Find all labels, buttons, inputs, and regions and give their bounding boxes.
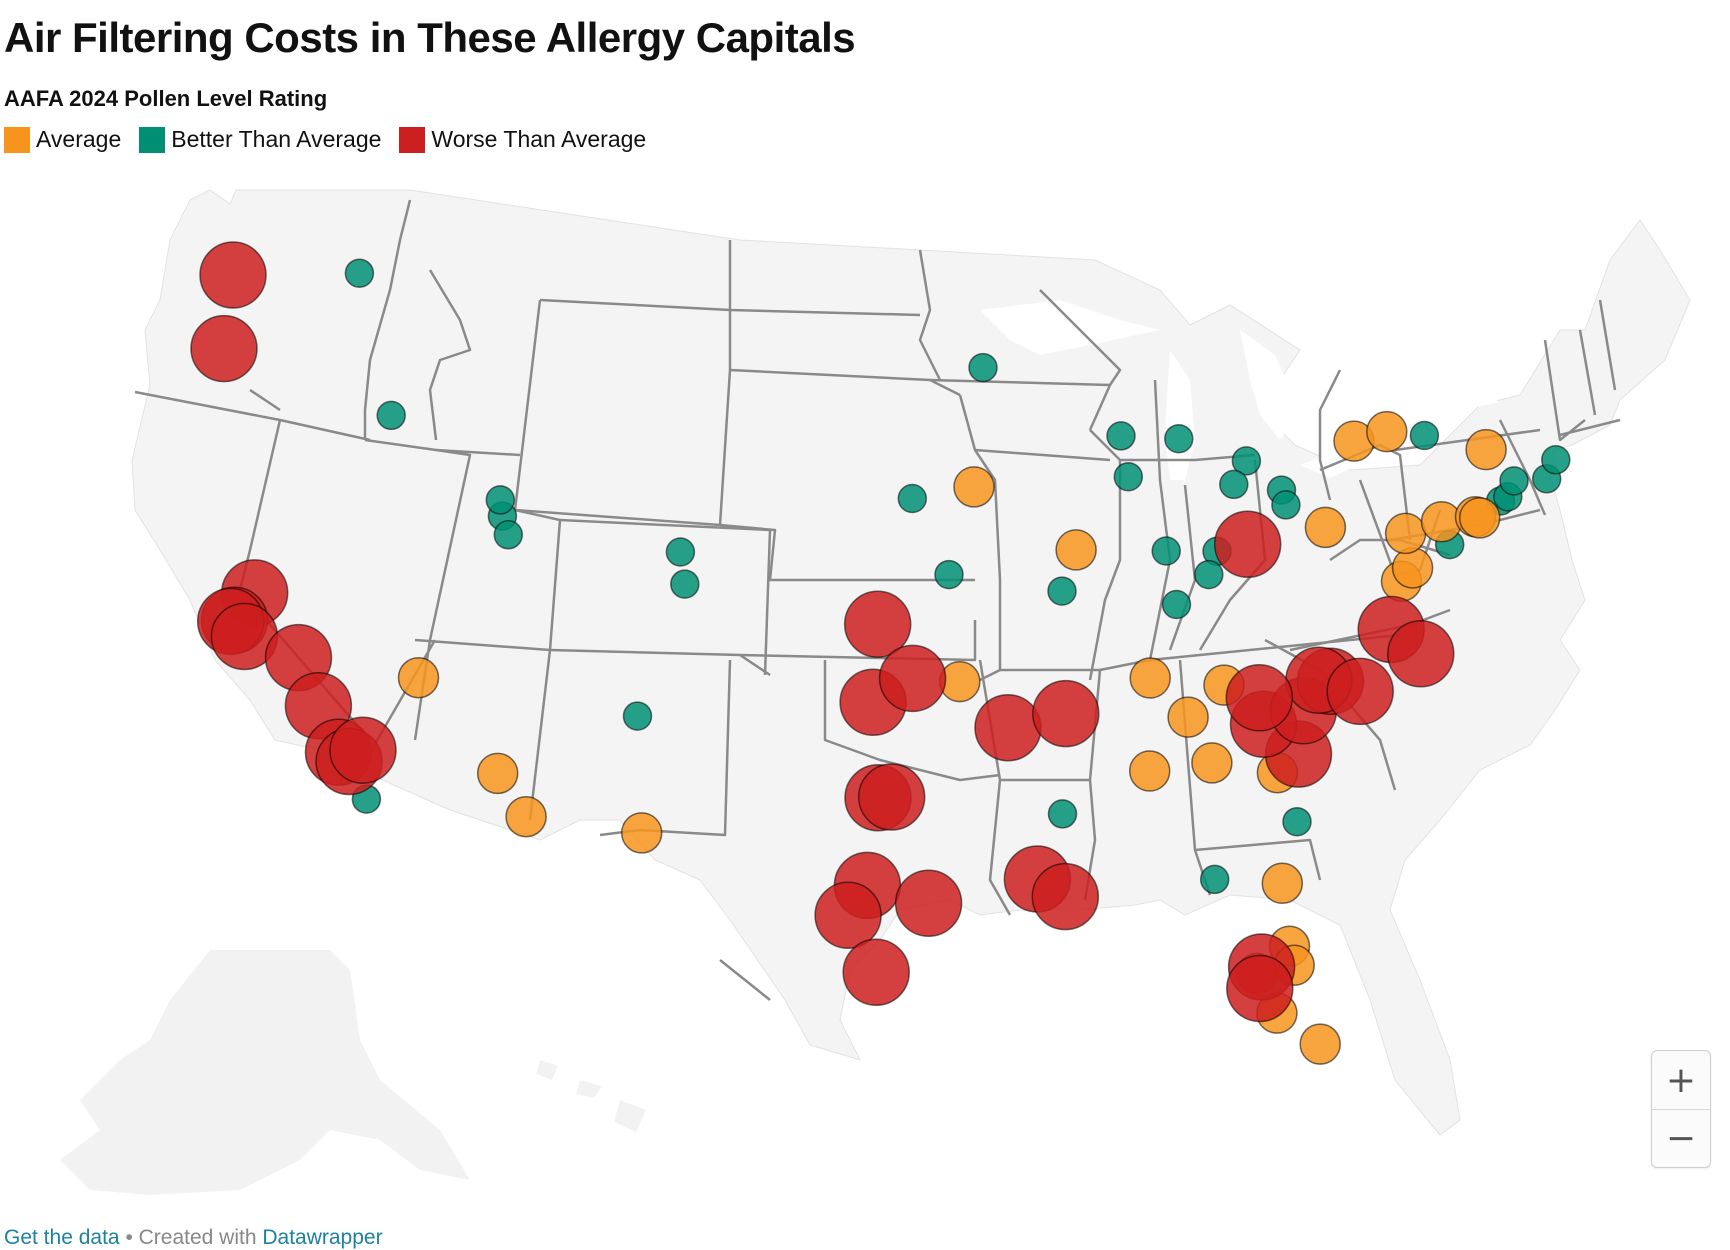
map[interactable]: [0, 180, 1730, 1200]
city-marker-worse[interactable]: [878, 644, 947, 713]
zoom-controls: + −: [1651, 1050, 1711, 1168]
footer: Get the data • Created with Datawrapper: [4, 1226, 383, 1250]
zoom-out-button[interactable]: −: [1652, 1109, 1710, 1167]
legend-item-better: Better Than Average: [139, 126, 381, 153]
city-marker-worse[interactable]: [199, 241, 267, 309]
city-marker-average[interactable]: [1128, 750, 1171, 792]
city-marker-better[interactable]: [1151, 536, 1181, 566]
legend: Average Better Than Average Worse Than A…: [4, 126, 646, 153]
city-marker-better[interactable]: [934, 559, 964, 590]
city-marker-average[interactable]: [620, 812, 663, 854]
city-marker-average[interactable]: [1366, 410, 1408, 453]
city-marker-worse[interactable]: [857, 763, 926, 831]
city-marker-better[interactable]: [1106, 421, 1136, 451]
legend-label-better: Better Than Average: [171, 126, 382, 152]
lake-superior: [980, 300, 1160, 355]
city-marker-average[interactable]: [1465, 428, 1507, 471]
city-marker-worse[interactable]: [842, 938, 910, 1007]
footer-separator: • Created with: [125, 1226, 257, 1249]
city-marker-average[interactable]: [1458, 497, 1501, 539]
city-marker-better[interactable]: [968, 352, 998, 383]
city-marker-better[interactable]: [1161, 589, 1192, 620]
city-marker-average[interactable]: [476, 752, 519, 795]
zoom-in-button[interactable]: +: [1665, 1059, 1697, 1101]
datawrapper-link[interactable]: Datawrapper: [262, 1226, 383, 1249]
city-marker-worse[interactable]: [974, 693, 1042, 762]
chart-title: Air Filtering Costs in These Allergy Cap…: [4, 14, 856, 61]
city-marker-better[interactable]: [1282, 806, 1312, 837]
city-marker-average[interactable]: [1129, 657, 1171, 699]
city-marker-better[interactable]: [1047, 799, 1078, 829]
city-marker-better[interactable]: [1113, 461, 1144, 492]
city-marker-better[interactable]: [1541, 445, 1571, 475]
legend-label-average: Average: [36, 126, 122, 152]
city-marker-worse[interactable]: [1031, 862, 1100, 931]
get-data-link[interactable]: Get the data: [4, 1226, 120, 1249]
city-marker-worse[interactable]: [843, 590, 912, 658]
city-marker-better[interactable]: [1194, 559, 1224, 590]
city-marker-average[interactable]: [397, 656, 440, 699]
city-marker-average[interactable]: [505, 795, 547, 838]
city-marker-average[interactable]: [1304, 506, 1347, 549]
map-canvas[interactable]: [0, 180, 1730, 1200]
city-marker-worse[interactable]: [190, 314, 258, 383]
legend-swatch-average: [4, 126, 30, 153]
city-marker-worse[interactable]: [894, 869, 963, 938]
city-marker-worse[interactable]: [814, 881, 882, 950]
city-marker-better[interactable]: [1409, 420, 1440, 451]
city-marker-better[interactable]: [1199, 864, 1230, 895]
legend-item-average: Average: [4, 126, 121, 153]
city-marker-worse[interactable]: [1226, 954, 1294, 1023]
city-marker-better[interactable]: [897, 483, 928, 514]
city-markers[interactable]: [190, 241, 1571, 1065]
city-marker-better[interactable]: [1271, 490, 1301, 520]
city-marker-better[interactable]: [665, 537, 696, 567]
city-marker-better[interactable]: [1047, 576, 1077, 606]
city-marker-worse[interactable]: [1213, 510, 1282, 579]
city-marker-average[interactable]: [1261, 862, 1304, 905]
city-marker-average[interactable]: [1391, 547, 1434, 589]
city-marker-better[interactable]: [485, 485, 516, 515]
city-marker-better[interactable]: [1164, 423, 1194, 454]
city-marker-better[interactable]: [1219, 469, 1249, 500]
city-marker-worse[interactable]: [1326, 657, 1394, 726]
city-marker-worse[interactable]: [1032, 679, 1100, 748]
city-marker-better[interactable]: [376, 400, 406, 431]
city-marker-worse[interactable]: [329, 716, 397, 784]
city-marker-average[interactable]: [1191, 742, 1233, 784]
city-marker-average[interactable]: [1299, 1023, 1341, 1065]
legend-item-worse: Worse Than Average: [399, 126, 646, 153]
legend-swatch-worse: [399, 126, 426, 153]
city-marker-worse[interactable]: [1387, 620, 1455, 688]
city-marker-worse[interactable]: [1225, 664, 1294, 732]
alaska-shape: [60, 950, 470, 1195]
city-marker-better[interactable]: [670, 569, 700, 599]
city-marker-average[interactable]: [953, 466, 995, 508]
city-marker-better[interactable]: [1499, 466, 1529, 496]
city-marker-average[interactable]: [1384, 512, 1427, 555]
lake-ontario: [1420, 392, 1500, 415]
city-marker-better[interactable]: [1231, 446, 1262, 476]
hawaii-shape: [536, 1060, 646, 1132]
legend-label-worse: Worse Than Average: [431, 126, 647, 152]
legend-title: AAFA 2024 Pollen Level Rating: [4, 86, 328, 111]
city-marker-average[interactable]: [1055, 529, 1097, 571]
lake-huron: [1240, 330, 1300, 440]
city-marker-better[interactable]: [344, 258, 375, 288]
city-marker-average[interactable]: [1167, 696, 1209, 738]
legend-swatch-better: [139, 126, 166, 153]
city-marker-better[interactable]: [622, 701, 653, 731]
city-marker-better[interactable]: [493, 520, 524, 550]
